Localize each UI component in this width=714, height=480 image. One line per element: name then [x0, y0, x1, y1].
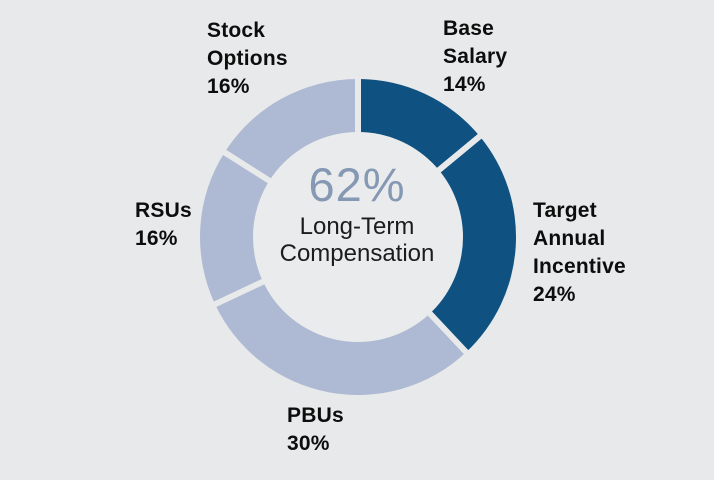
label-target-annual-incentive: Target Annual Incentive 24%: [533, 199, 626, 306]
label-pbus: PBUs 30%: [287, 404, 344, 455]
label-rsus: RSUs 16%: [135, 199, 192, 250]
donut-hole: [253, 132, 463, 342]
label-base-salary: Base Salary 14%: [443, 17, 508, 96]
label-stock-options: Stock Options 16%: [207, 19, 288, 98]
